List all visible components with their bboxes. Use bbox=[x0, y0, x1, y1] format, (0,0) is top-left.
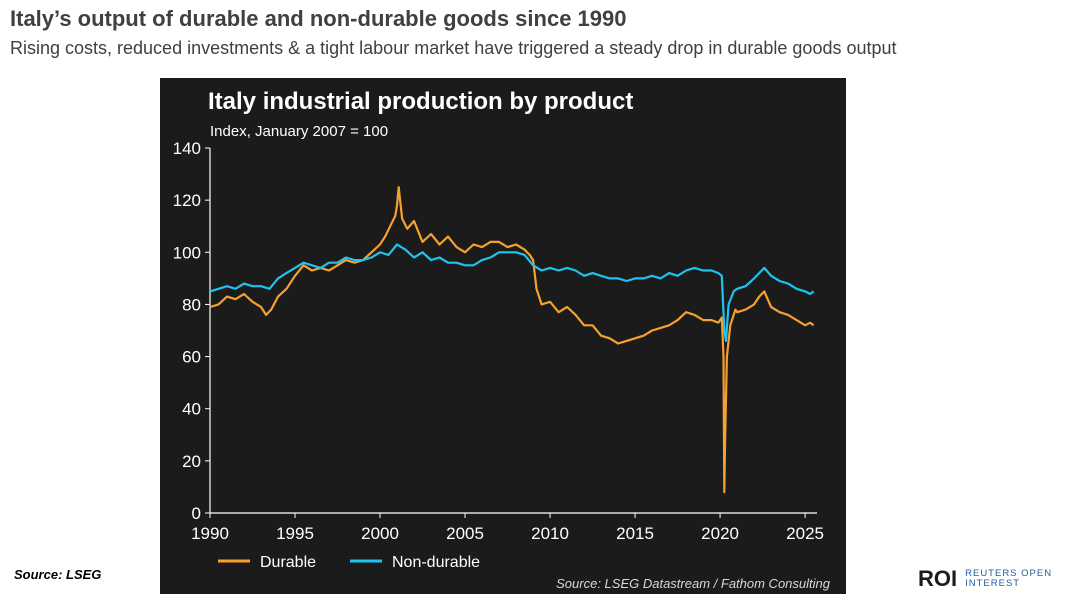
chart-axes: 0 20 40 60 80 100 120 140 1990 1995 2000 2005 2010 20… bbox=[173, 139, 824, 543]
page-subtitle: Rising costs, reduced investments & a ti… bbox=[10, 38, 897, 58]
legend-label-non-durable: Non-durable bbox=[392, 554, 480, 571]
x-tick-label: 2020 bbox=[701, 524, 739, 543]
x-tick-label: 2000 bbox=[361, 524, 399, 543]
series-line-non-durable bbox=[209, 243, 815, 342]
x-tick-label: 2015 bbox=[616, 524, 654, 543]
chart-legend: Durable Non-durable bbox=[218, 554, 480, 571]
source-note: Source: LSEG bbox=[14, 567, 102, 582]
y-tick-label: 20 bbox=[182, 452, 201, 471]
roi-logo-text: REUTERS OPEN INTEREST bbox=[965, 569, 1052, 589]
chart-panel: Italy industrial production by product I… bbox=[160, 78, 846, 594]
roi-logo-line1: REUTERS OPEN bbox=[965, 568, 1053, 579]
chart-source: Source: LSEG Datastream / Fathom Consult… bbox=[556, 576, 831, 591]
series-line-durable bbox=[209, 186, 815, 494]
roi-logo-line2: INTEREST bbox=[965, 578, 1021, 589]
x-tick-label: 2005 bbox=[446, 524, 484, 543]
legend-label-durable: Durable bbox=[260, 554, 316, 571]
x-tick-label: 2025 bbox=[786, 524, 824, 543]
y-tick-label: 120 bbox=[173, 191, 201, 210]
roi-logo-mark: ROI bbox=[918, 566, 958, 591]
y-tick-label: 60 bbox=[182, 348, 201, 367]
chart-title: Italy industrial production by product bbox=[208, 88, 633, 115]
chart-subtitle: Index, January 2007 = 100 bbox=[210, 123, 388, 140]
y-tick-label: 100 bbox=[173, 243, 201, 262]
y-tick-label: 140 bbox=[173, 139, 201, 158]
page-title: Italy’s output of durable and non-durabl… bbox=[10, 6, 627, 31]
chart-series bbox=[209, 186, 815, 494]
x-tick-label: 1990 bbox=[191, 524, 229, 543]
y-tick-label: 0 bbox=[192, 504, 201, 523]
line-chart: Italy industrial production by product I… bbox=[173, 88, 831, 591]
roi-logo: ROI REUTERS OPEN INTEREST bbox=[918, 566, 1052, 592]
y-tick-label: 80 bbox=[182, 295, 201, 314]
x-tick-label: 2010 bbox=[531, 524, 569, 543]
x-tick-label: 1995 bbox=[276, 524, 314, 543]
y-tick-label: 40 bbox=[182, 400, 201, 419]
